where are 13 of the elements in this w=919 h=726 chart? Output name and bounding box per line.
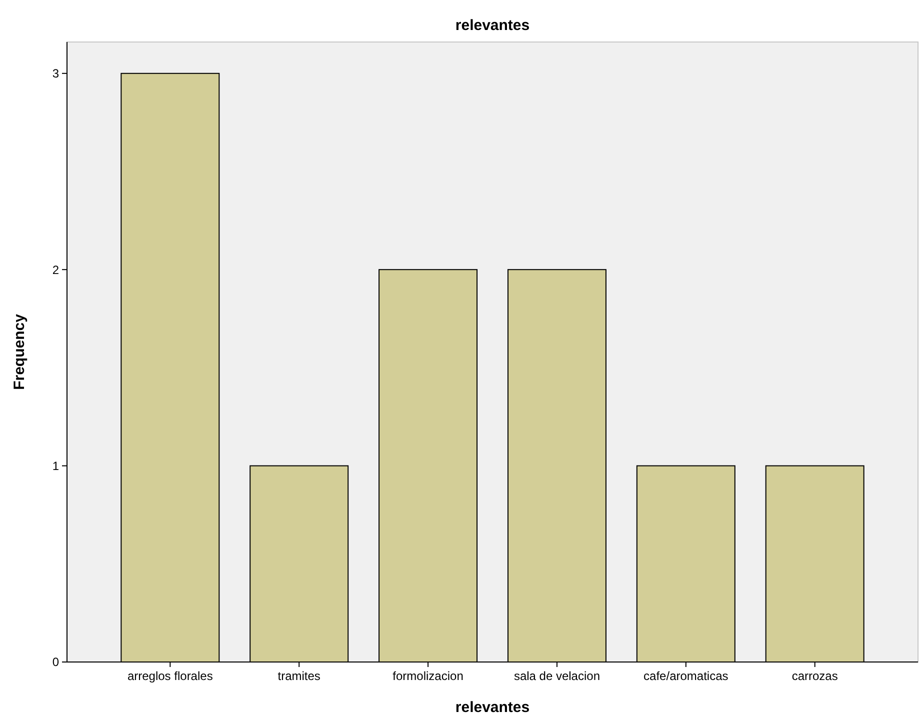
y-axis-title: Frequency [11,313,28,390]
x-axis-title: relevantes [455,699,530,716]
y-tick-label: 3 [52,66,60,81]
x-tick-label: sala de velacion [514,669,600,683]
y-tick-label: 0 [52,655,60,670]
x-tick-label: cafe/aromaticas [644,669,728,683]
x-tick-label: formolizacion [392,669,464,683]
x-tick-label: arreglos florales [127,669,213,683]
x-tick-label: tramites [278,669,320,683]
y-tick-label: 1 [52,458,60,473]
y-tick-label: 2 [52,262,60,277]
x-tick-label: carrozas [792,669,838,683]
chart-title: relevantes [455,17,530,34]
